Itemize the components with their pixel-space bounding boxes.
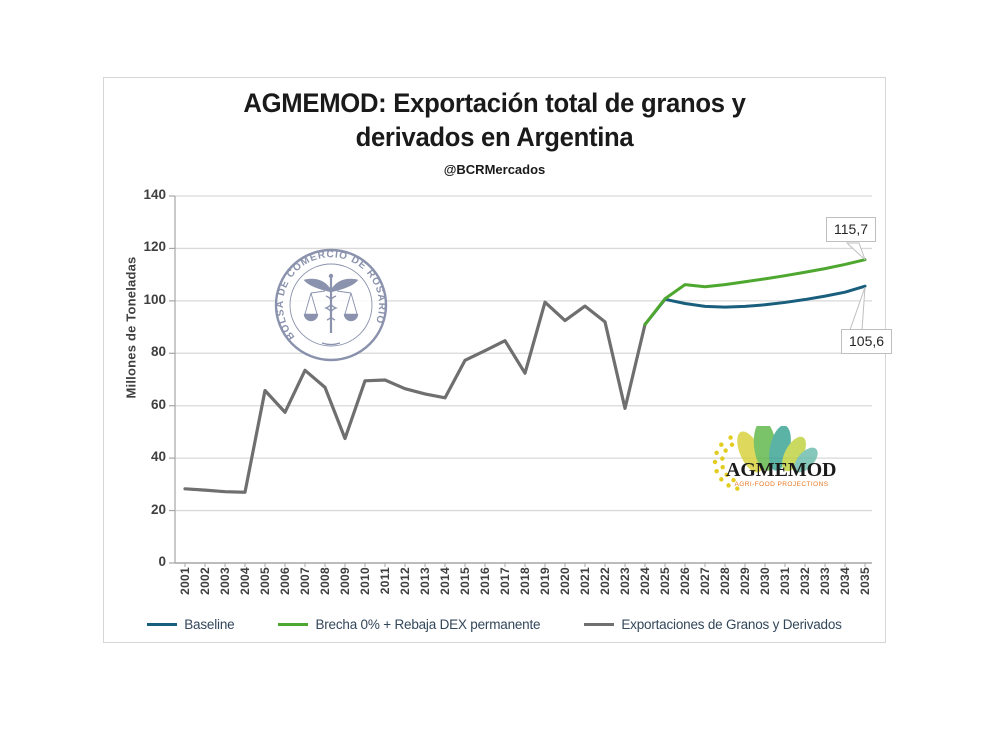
- x-axis-tick-label: 2027: [698, 567, 712, 595]
- axes: [174, 196, 872, 567]
- x-axis-tick-label: 2034: [838, 567, 852, 595]
- x-axis-tick-label: 2032: [798, 567, 812, 595]
- x-axis-tick-label: 2008: [318, 567, 332, 595]
- chart-title-line2: derivados en Argentina: [355, 122, 634, 152]
- x-axis-tick-label: 2024: [638, 567, 652, 595]
- x-axis-tick-label: 2020: [558, 567, 572, 595]
- x-axis-tick-label: 2031: [778, 567, 792, 595]
- x-axis-tick-label: 2013: [418, 567, 432, 595]
- x-axis-tick-label: 2029: [738, 567, 752, 595]
- logo-dot: [712, 459, 718, 465]
- chart-legend: Baseline Brecha 0% + Rebaja DEX permanent…: [103, 617, 886, 632]
- x-axis-tick-label: 2010: [358, 567, 372, 595]
- data-label-baseline-2035: 105,6: [841, 329, 893, 354]
- x-axis-tick-label: 2014: [438, 567, 452, 595]
- legend-line-swatch: [147, 623, 178, 626]
- x-axis-tick-label: 2018: [518, 567, 532, 595]
- x-axis-tick-label: 2035: [858, 567, 872, 595]
- chart-title-line1: AGMEMOD: Exportación total de granos y: [243, 88, 746, 118]
- x-axis-tick-label: 2033: [818, 567, 832, 595]
- x-axis-tick-label: 2028: [718, 567, 732, 595]
- legend-line-swatch: [278, 623, 309, 626]
- x-axis-tick-label: 2030: [758, 567, 772, 595]
- y-axis-tick-label: 120: [143, 239, 166, 255]
- y-axis-tick-label: 80: [150, 344, 166, 360]
- x-axis-tick-label: 2019: [538, 567, 552, 595]
- series-line-exportaciones-de-granos-y-derivados: [183, 300, 647, 494]
- caduceus-icon: [303, 273, 359, 346]
- seal-inner-circle: [289, 263, 373, 347]
- scale-left: [303, 292, 319, 322]
- x-axis-tick-label: 2002: [198, 567, 212, 595]
- y-axis-tick-label: 60: [150, 396, 166, 412]
- chart-panel: [103, 77, 886, 643]
- y-axis-tick-label: 100: [143, 291, 166, 307]
- logo-dot: [720, 456, 725, 461]
- x-axis-tick-label: 2001: [178, 567, 192, 595]
- agmemod-leaves-icon: [737, 426, 818, 473]
- logo-dot: [719, 442, 724, 447]
- x-axis-tick-label: 2022: [598, 567, 612, 595]
- x-axis-tick-label: 2007: [298, 567, 312, 595]
- x-axis-tick-label: 2021: [578, 567, 592, 595]
- agmemod-tagline: AGRI-FOOD PROJECTIONS: [735, 481, 830, 488]
- x-axis-tick-label: 2011: [378, 567, 392, 595]
- series-line-brecha-0-rebaja-dex-permanente: [643, 258, 867, 326]
- x-axis-tick-label: 2017: [498, 567, 512, 595]
- legend-line-swatch: [584, 623, 615, 626]
- logo-dot: [714, 450, 719, 455]
- legend-item-baseline: Baseline: [147, 617, 235, 632]
- logo-dot: [731, 477, 736, 483]
- bcr-seal-watermark: BOLSA DE COMERCIO DE ROSARIO: [274, 248, 388, 362]
- y-axis-tick-label: 140: [143, 187, 166, 202]
- legend-item-brecha-0-rebaja-dex-permanente: Brecha 0% + Rebaja DEX permanente: [278, 617, 541, 632]
- legend-item-exportaciones-de-granos-y-derivados: Exportaciones de Granos y Derivados: [584, 617, 842, 632]
- x-axis-tick-label: 2023: [618, 567, 632, 595]
- scale-right: [343, 292, 359, 322]
- logo-dot: [723, 448, 728, 453]
- callout-pointer-green: [845, 242, 866, 261]
- series-line-baseline: [643, 284, 867, 326]
- logo-dot: [714, 469, 719, 474]
- logo-dot: [735, 486, 740, 491]
- agmemod-wordmark: AGMEMOD: [726, 459, 838, 481]
- logo-dot: [719, 477, 724, 482]
- callout-pointer-blue: [849, 287, 866, 331]
- logo-dot: [724, 472, 729, 478]
- agmemod-logo: AGMEMOD AGRI-FOOD PROJECTIONS: [712, 426, 838, 491]
- logo-dot: [720, 464, 725, 470]
- x-axis-tick-label: 2004: [238, 567, 252, 595]
- chart-subtitle: @BCRMercados: [443, 162, 546, 177]
- y-axis-tick-label: 20: [150, 501, 166, 517]
- legend-label: Baseline: [184, 617, 235, 632]
- x-axis-tick-label: 2026: [678, 567, 692, 595]
- x-axis-tick-label: 2005: [258, 567, 272, 595]
- legend-label: Brecha 0% + Rebaja DEX permanente: [315, 617, 541, 632]
- data-label-green-2035: 115,7: [826, 217, 876, 242]
- x-axis-tick-label: 2009: [338, 567, 352, 595]
- agmemod-dots-icon: [712, 435, 740, 491]
- y-axis-tick-label: 0: [158, 554, 166, 569]
- x-axis-tick-label: 2006: [278, 567, 292, 595]
- chart-title: AGMEMOD: Exportación total de granos y d…: [123, 86, 867, 154]
- logo-dot: [726, 483, 731, 488]
- x-axis-tick-label: 2012: [398, 567, 412, 595]
- x-axis-tick-label: 2003: [218, 567, 232, 595]
- logo-dot: [728, 435, 733, 440]
- logo-dot: [729, 442, 735, 447]
- series-lines: [183, 258, 867, 494]
- x-axis-tick-label: 2016: [478, 567, 492, 595]
- legend-label: Exportaciones de Granos y Derivados: [621, 617, 842, 632]
- x-axis-tick-label: 2025: [658, 567, 672, 595]
- x-axis-tick-label: 2015: [458, 567, 472, 595]
- y-axis-tick-label: 40: [150, 449, 166, 465]
